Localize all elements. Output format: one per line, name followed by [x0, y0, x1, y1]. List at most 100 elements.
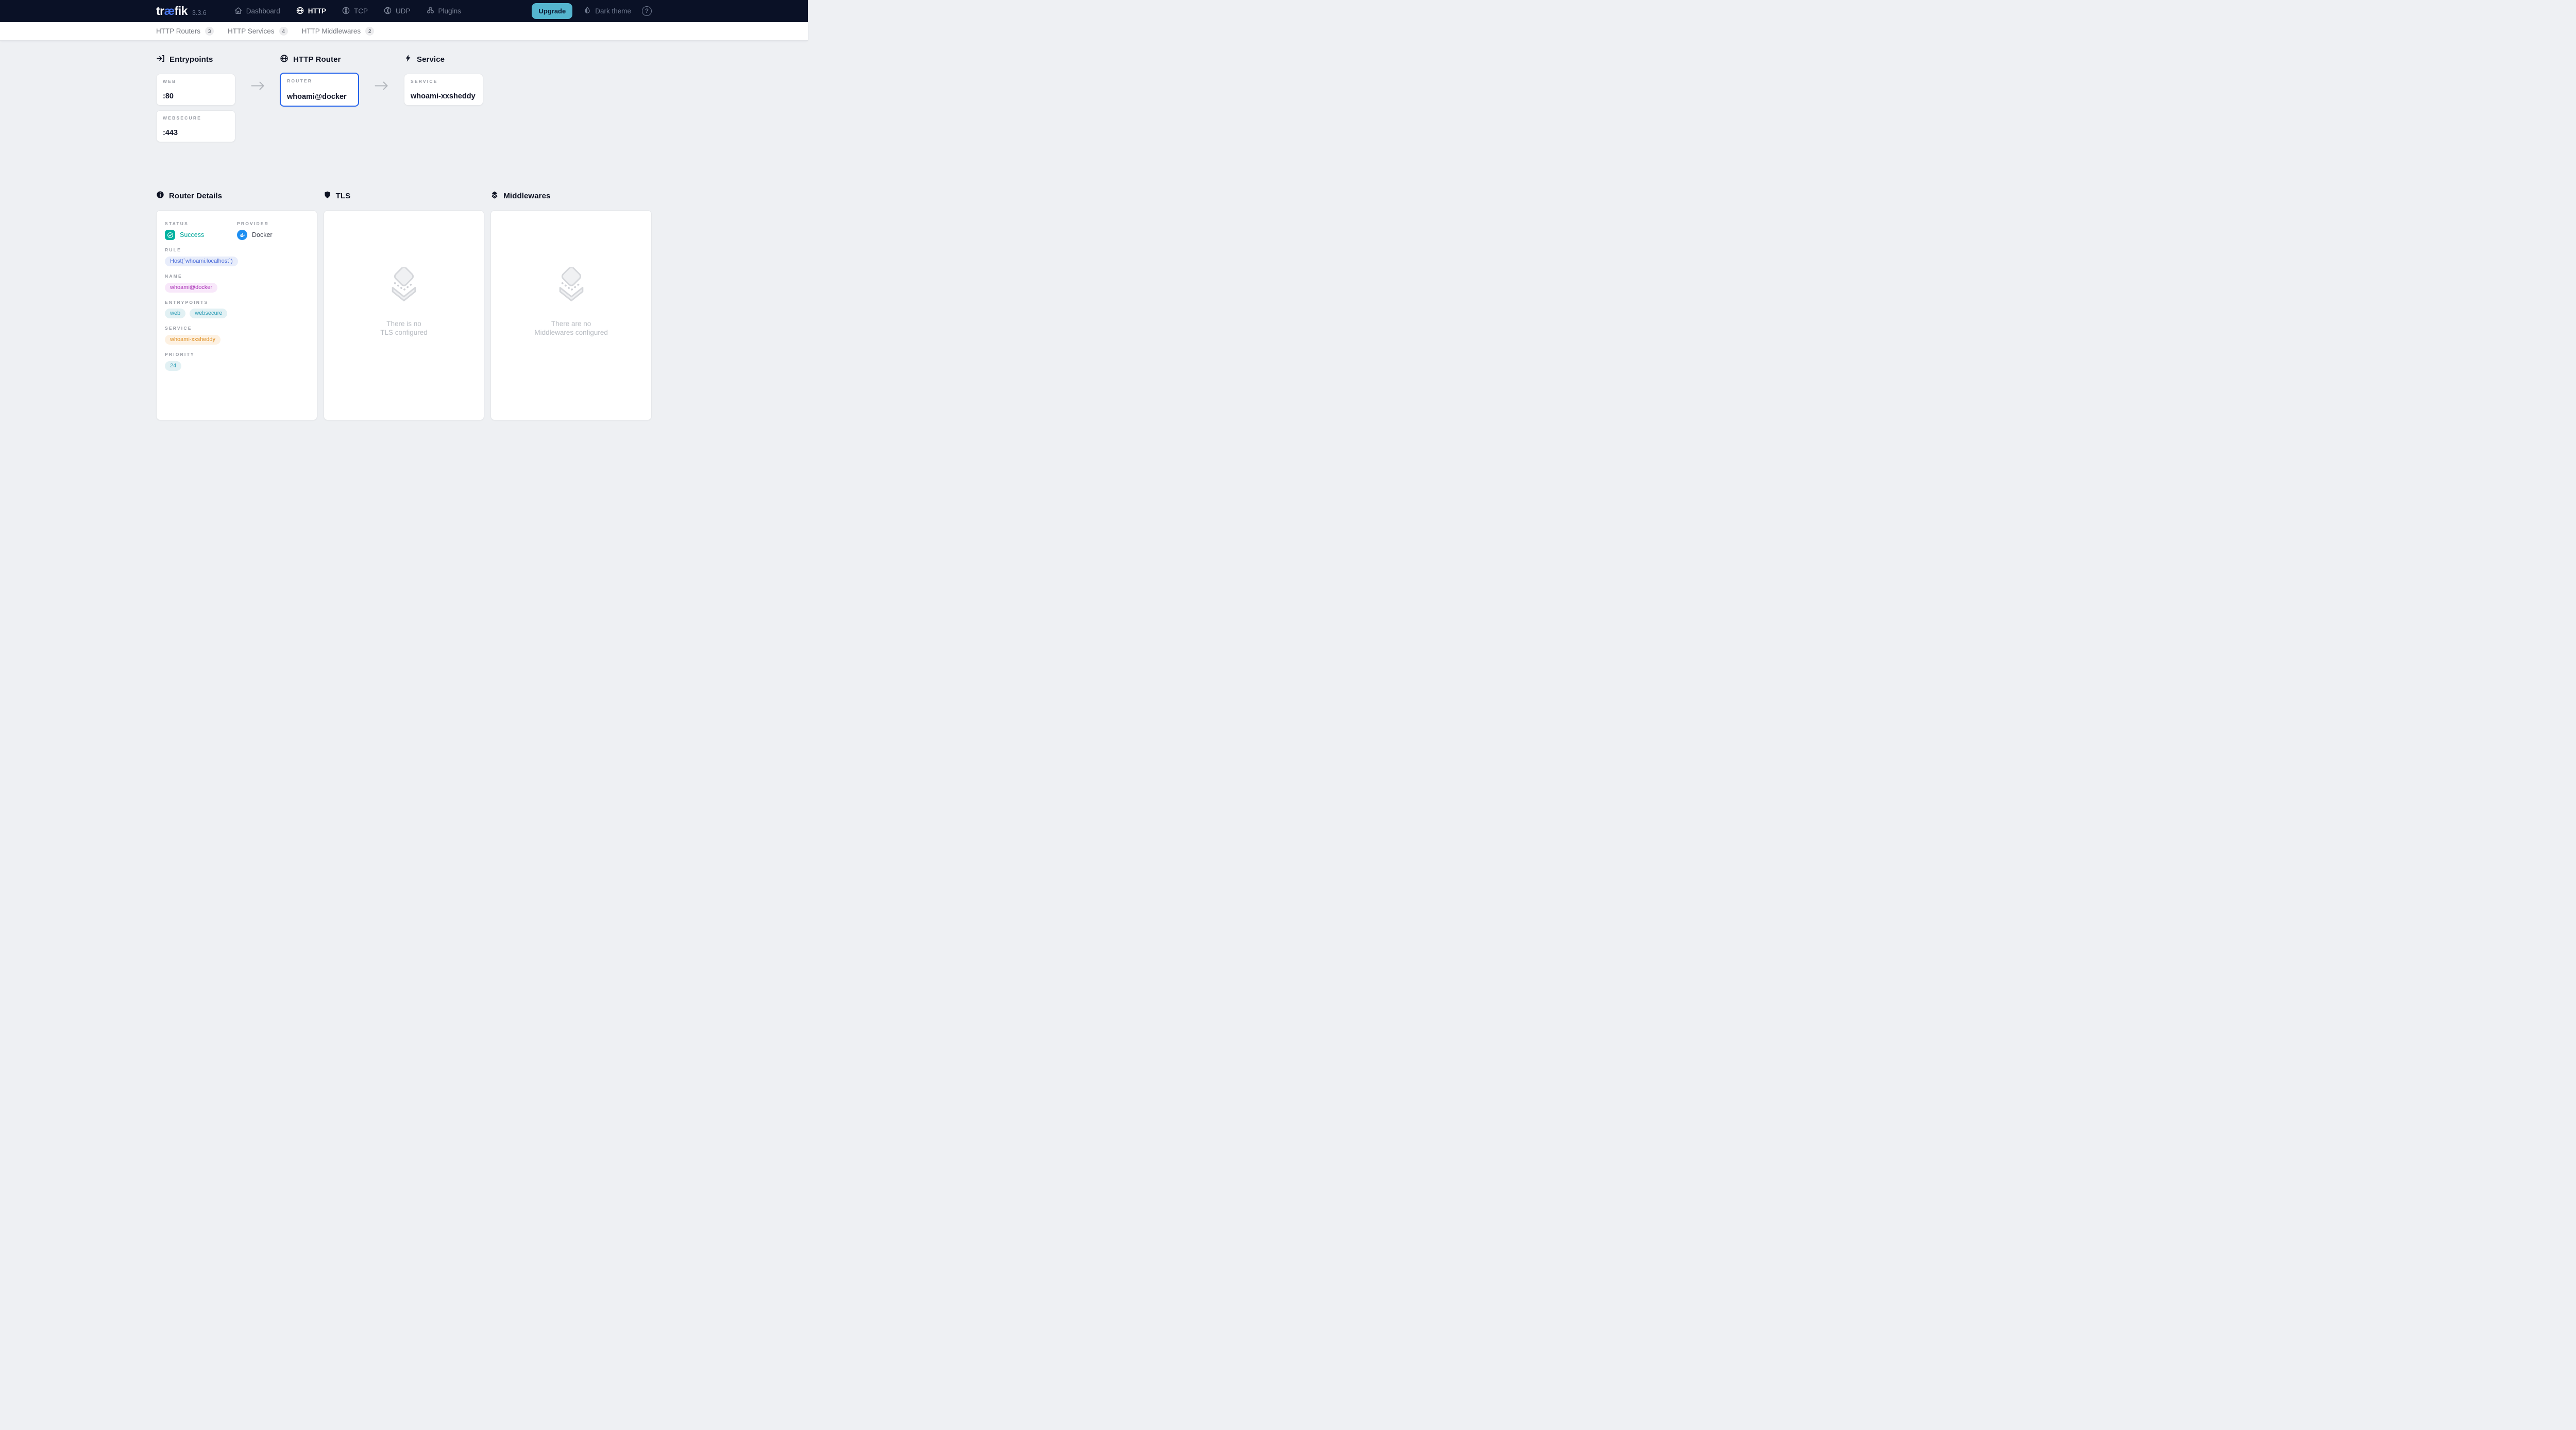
theme-toggle-label: Dark theme: [595, 7, 631, 15]
navbar-right: Upgrade Dark theme ?: [532, 3, 652, 19]
theme-toggle[interactable]: Dark theme: [583, 6, 631, 16]
tls-heading: TLS: [324, 191, 485, 201]
flow-arrow-icon: [359, 81, 404, 91]
success-check-icon: [165, 230, 175, 240]
http-router-heading: HTTP Router: [280, 54, 359, 64]
lightning-icon: [404, 54, 412, 64]
field-label: PROVIDER: [237, 221, 269, 226]
nav-item-label: UDP: [396, 7, 411, 15]
middlewares-empty-card: There are no Middlewares configured: [490, 210, 652, 420]
http-router-column: HTTP Router ROUTER whoami@docker: [280, 54, 359, 107]
priority-chip: 24: [165, 361, 182, 371]
tab-count-badge: 3: [205, 27, 214, 36]
tls-empty-card: There is no TLS configured: [323, 210, 485, 420]
nav-item-dashboard[interactable]: Dashboard: [234, 6, 280, 16]
card-value: :80: [163, 92, 174, 100]
service-heading: Service: [404, 54, 483, 64]
router-details-card: STATUS Success PROVIDER: [156, 210, 317, 420]
nav-item-plugins[interactable]: Plugins: [426, 6, 461, 16]
router-details-column: Router Details STATUS: [156, 191, 317, 420]
docker-icon: [237, 230, 247, 240]
empty-state-text: There is no TLS configured: [380, 319, 428, 336]
upgrade-button[interactable]: Upgrade: [532, 3, 573, 19]
version-label: 3.3.6: [192, 9, 207, 16]
entrypoint-chip: websecure: [190, 309, 228, 318]
priority-field: PRIORITY 24: [165, 352, 309, 371]
service-chip: whoami-xxsheddy: [165, 335, 221, 345]
service-column: Service SERVICE whoami-xxsheddy: [404, 54, 483, 106]
nav-item-http[interactable]: HTTP: [296, 6, 326, 16]
nav-item-label: Dashboard: [246, 7, 280, 15]
nav-item-tcp[interactable]: TCP: [342, 6, 368, 16]
service-field: SERVICE whoami-xxsheddy: [165, 326, 309, 345]
tab-http-middlewares[interactable]: HTTP Middlewares 2: [302, 27, 375, 36]
router-details-heading: Router Details: [156, 191, 317, 201]
middlewares-heading: Middlewares: [490, 191, 652, 201]
card-label: ROUTER: [287, 78, 313, 83]
proxy-ball-icon: [342, 6, 350, 16]
nav-item-label: Plugins: [438, 7, 461, 15]
card-label: WEBSECURE: [163, 115, 202, 121]
globe-icon: [280, 54, 289, 65]
top-navbar: træfik 3.3.6 Dashboard HTTP: [0, 0, 808, 22]
http-tabbar: HTTP Routers 3 HTTP Services 4 HTTP Midd…: [0, 22, 808, 41]
status-field: STATUS Success: [165, 221, 237, 240]
provider-value: Docker: [252, 231, 273, 239]
tls-column: TLS There is no: [323, 191, 485, 420]
tab-label: HTTP Middlewares: [301, 27, 361, 35]
empty-layers-illustration: [388, 266, 420, 306]
name-field: NAME whoami@docker: [165, 274, 309, 293]
router-card[interactable]: ROUTER whoami@docker: [280, 73, 359, 107]
card-label: SERVICE: [411, 79, 438, 84]
field-label: SERVICE: [165, 326, 192, 331]
main-nav: Dashboard HTTP TCP: [234, 6, 461, 16]
card-value: :443: [163, 129, 178, 137]
empty-layers-illustration: [555, 266, 587, 306]
cubes-icon: [426, 6, 435, 16]
status-value: Success: [180, 231, 205, 239]
tab-label: HTTP Services: [228, 27, 275, 35]
nav-item-udp[interactable]: UDP: [383, 6, 411, 16]
home-icon: [234, 6, 243, 16]
service-card[interactable]: SERVICE whoami-xxsheddy: [404, 74, 483, 106]
details-section: Router Details STATUS: [156, 191, 652, 420]
middlewares-column: Middlewares There are: [490, 191, 652, 420]
logo-text: træfik: [156, 4, 188, 18]
field-label: STATUS: [165, 221, 189, 226]
tab-label: HTTP Routers: [156, 27, 201, 35]
globe-icon: [296, 6, 304, 16]
tab-http-services[interactable]: HTTP Services 4: [228, 27, 288, 36]
traefik-logo[interactable]: træfik 3.3.6: [156, 4, 207, 18]
info-icon: [156, 191, 164, 201]
tab-count-badge: 2: [365, 27, 375, 36]
provider-field: PROVIDER Docker: [237, 221, 309, 240]
field-label: RULE: [165, 247, 181, 252]
card-label: WEB: [163, 79, 177, 84]
proxy-ball-icon: [383, 6, 392, 16]
entrypoints-heading: Entrypoints: [156, 54, 235, 64]
log-in-icon: [156, 54, 165, 65]
shield-icon: [324, 191, 331, 201]
card-value: whoami@docker: [287, 93, 347, 101]
card-value: whoami-xxsheddy: [411, 92, 476, 100]
layers-icon: [490, 191, 499, 201]
tab-http-routers[interactable]: HTTP Routers 3: [156, 27, 214, 36]
entrypoints-field: ENTRYPOINTS web websecure: [165, 300, 309, 318]
tab-count-badge: 4: [279, 27, 288, 36]
nav-item-label: TCP: [354, 7, 368, 15]
entrypoint-card-websecure[interactable]: WEBSECURE :443: [156, 110, 235, 142]
rule-field: RULE Host(`whoami.localhost`): [165, 247, 309, 266]
entrypoint-card-web[interactable]: WEB :80: [156, 74, 235, 106]
help-icon[interactable]: ?: [642, 6, 652, 16]
name-chip: whoami@docker: [165, 283, 218, 293]
nav-item-label: HTTP: [308, 7, 327, 15]
flow-arrow-icon: [235, 81, 280, 91]
main-content: Entrypoints WEB :80 WEBSECURE :443: [0, 41, 808, 420]
field-label: PRIORITY: [165, 352, 195, 357]
router-pipeline: Entrypoints WEB :80 WEBSECURE :443: [156, 54, 652, 142]
traefik-dashboard-page: træfik 3.3.6 Dashboard HTTP: [0, 0, 808, 420]
field-label: ENTRYPOINTS: [165, 300, 209, 305]
entrypoints-column: Entrypoints WEB :80 WEBSECURE :443: [156, 54, 235, 142]
empty-state-text: There are no Middlewares configured: [534, 319, 608, 336]
field-label: NAME: [165, 274, 182, 279]
